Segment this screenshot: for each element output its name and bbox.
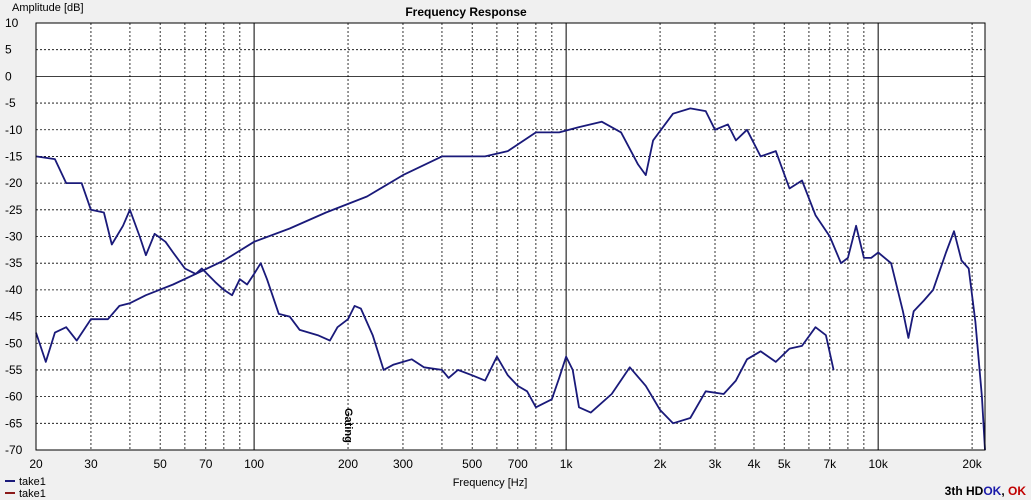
y-tick-label: -45 (5, 310, 23, 324)
y-tick-label: 5 (5, 43, 12, 57)
y-tick-label: -15 (5, 149, 23, 163)
x-tick-label: 20k (962, 457, 982, 471)
y-tick-label: -55 (5, 363, 23, 377)
y-tick-label: 10 (5, 16, 19, 30)
x-tick-label: 2k (654, 457, 668, 471)
x-tick-label: 500 (462, 457, 482, 471)
y-tick-label: -20 (5, 176, 23, 190)
y-tick-label: -70 (5, 443, 23, 457)
series-lines (35, 107, 986, 451)
y-tick-label: -5 (5, 96, 16, 110)
x-tick-label: 700 (508, 457, 528, 471)
x-tick-label: 50 (153, 457, 167, 471)
plot-area (36, 23, 985, 450)
x-tick-label: 5k (778, 457, 792, 471)
y-tick-label: -10 (5, 123, 23, 137)
legend-label-1: take1 (19, 476, 46, 488)
brand-text: 3th HDOK, OK (945, 484, 1027, 498)
x-tick-label: 300 (393, 457, 413, 471)
x-tick-label: 20 (29, 457, 43, 471)
y-axis-title: Amplitude [dB] (12, 2, 84, 14)
y-tick-label: -40 (5, 283, 23, 297)
x-tick-label: 70 (199, 457, 213, 471)
x-tick-label: 100 (244, 457, 264, 471)
brand-ok-2: OK (1008, 484, 1026, 498)
gating-annotation: Gating (342, 408, 354, 443)
x-tick-labels: 20 30 50 70 100 200 300 500 700 1k 2k 3k 4k 5k 7k 10k 20… (29, 457, 982, 471)
y-tick-label: -60 (5, 390, 23, 404)
x-tick-label: 200 (338, 457, 358, 471)
x-tick-label: 4k (748, 457, 762, 471)
brand-separator: , (1001, 484, 1008, 498)
y-tick-labels: 10 5 0 -5 -10 -15 -20 -25 -30 -35 -40 -45 -50 -55 -60 -… (5, 16, 23, 457)
y-tick-label: -50 (5, 336, 23, 350)
x-tick-label: 7k (823, 457, 837, 471)
legend-label-2: take1 (19, 488, 46, 500)
legend: take1 take1 (5, 476, 46, 500)
y-tick-label: -65 (5, 416, 23, 430)
series-line-2 (35, 107, 986, 451)
y-tick-label: -25 (5, 203, 23, 217)
chart-title: Frequency Response (405, 5, 527, 19)
plot-border (35, 22, 986, 451)
x-tick-label: 1k (560, 457, 574, 471)
y-tick-label: -30 (5, 230, 23, 244)
x-tick-label: 10k (868, 457, 888, 471)
y-tick-label: 0 (5, 69, 12, 83)
series-line-1 (35, 155, 835, 425)
x-tick-label: 3k (709, 457, 723, 471)
y-tick-label: -35 (5, 256, 23, 270)
brand-prefix: 3th HD (945, 484, 984, 498)
x-axis-title: Frequency [Hz] (453, 477, 528, 489)
brand-ok-1: OK (983, 484, 1001, 498)
grid (35, 22, 985, 451)
x-tick-label: 30 (84, 457, 98, 471)
